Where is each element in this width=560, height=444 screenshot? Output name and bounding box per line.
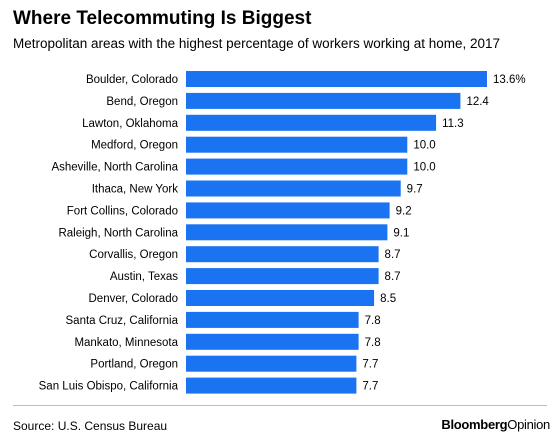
brand-logo-regular: Opinion — [507, 417, 550, 432]
category-label: Lawton, Oklahoma — [82, 118, 178, 130]
category-label: Corvallis, Oregon — [89, 249, 178, 261]
value-label: 7.8 — [365, 315, 381, 327]
value-label: 9.7 — [407, 184, 423, 196]
bar — [186, 224, 388, 241]
brand-logo-bold: Bloomberg — [441, 417, 508, 432]
category-label: Asheville, North Carolina — [51, 162, 178, 174]
value-label: 11.3 — [442, 118, 464, 130]
bar — [186, 355, 357, 372]
bar — [186, 268, 379, 285]
value-label: 10.0 — [413, 140, 435, 152]
bar — [186, 158, 408, 175]
category-label: Santa Cruz, California — [66, 315, 179, 327]
value-label: 7.7 — [362, 359, 378, 371]
category-label: Ithaca, New York — [92, 184, 179, 196]
category-label: Bend, Oregon — [106, 96, 178, 108]
value-label: 7.8 — [365, 337, 381, 349]
category-label: San Luis Obispo, California — [39, 381, 179, 393]
bar — [186, 180, 401, 197]
value-label: 8.7 — [385, 271, 401, 283]
value-label: 12.4 — [466, 96, 489, 108]
bar — [186, 92, 461, 109]
bar — [186, 114, 437, 131]
footer-divider — [13, 405, 547, 406]
category-label: Mankato, Minnesota — [74, 337, 178, 349]
value-label: 9.1 — [393, 227, 409, 239]
brand-logo: BloombergOpinion — [441, 417, 550, 432]
bar — [186, 202, 390, 219]
bar — [186, 377, 357, 394]
value-label: 8.7 — [385, 249, 401, 261]
value-label: 9.2 — [396, 205, 412, 217]
category-label: Denver, Colorado — [89, 293, 179, 305]
bar — [186, 311, 359, 328]
category-label: Boulder, Colorado — [86, 74, 178, 86]
category-label: Austin, Texas — [110, 271, 178, 283]
chart-title: Where Telecommuting Is Biggest — [13, 8, 312, 29]
value-label: 10.0 — [413, 162, 435, 174]
chart-subtitle: Metropolitan areas with the highest perc… — [13, 36, 501, 51]
bar — [186, 333, 359, 350]
value-label: 8.5 — [380, 293, 396, 305]
bar-chart: Boulder, Colorado 13.6% Bend, Oregon 12.4 La… — [39, 71, 526, 394]
bar — [186, 290, 375, 306]
category-label: Portland, Oregon — [90, 359, 178, 371]
source-note: Source: U.S. Census Bureau — [13, 419, 168, 433]
category-label: Fort Collins, Colorado — [67, 205, 178, 217]
category-label: Medford, Oregon — [91, 140, 178, 152]
value-label: 7.7 — [362, 381, 378, 393]
category-label: Raleigh, North Carolina — [58, 227, 178, 239]
value-label: 13.6% — [493, 74, 526, 86]
bar — [186, 136, 408, 153]
bar — [186, 71, 487, 87]
bar — [186, 246, 379, 263]
